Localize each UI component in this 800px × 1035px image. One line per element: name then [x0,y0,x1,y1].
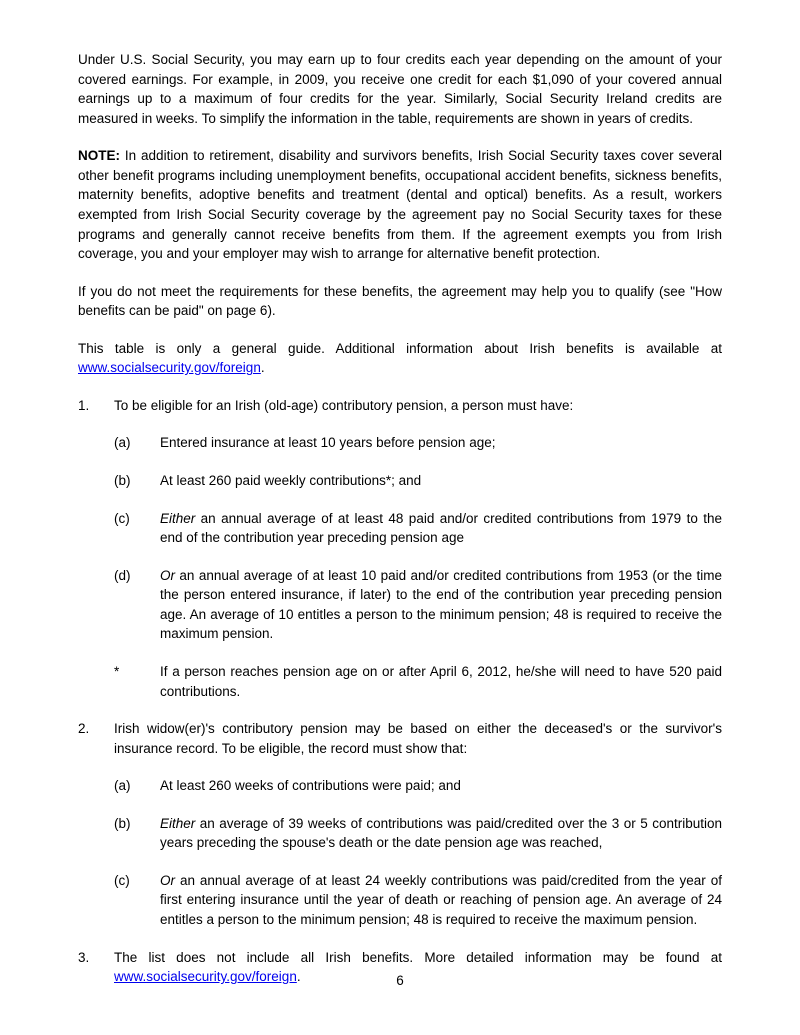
sub-number: (a) [114,433,131,453]
paragraph-requirements: If you do not meet the requirements for … [78,282,722,321]
page-number: 6 [0,971,800,991]
item-text: To be eligible for an Irish (old-age) co… [114,398,573,413]
note-label: NOTE: [78,148,125,163]
text: Under U.S. Social Security, you may earn… [78,52,722,126]
sub-item-1b: (b) At least 260 paid weekly contributio… [114,471,722,491]
text-after-link: . [261,360,265,375]
sub-item-2c: (c) Or an annual average of at least 24 … [114,871,722,930]
requirements-list: 1. To be eligible for an Irish (old-age)… [78,396,722,987]
sub-text: an average of 39 weeks of contributions … [160,816,722,851]
sublist-2: (a) At least 260 weeks of contributions … [114,776,722,929]
item-text: Irish widow(er)'s contributory pension m… [114,721,722,756]
item-number: 2. [78,719,89,739]
sub-number: (c) [114,509,130,529]
sub-text: an annual average of at least 24 weekly … [160,873,722,927]
text-before-link: This table is only a general guide. Addi… [78,341,722,356]
sub-item-2b: (b) Either an average of 39 weeks of con… [114,814,722,853]
sub-text: Entered insurance at least 10 years befo… [160,435,495,450]
list-item-1: 1. To be eligible for an Irish (old-age)… [78,396,722,701]
sub-item-1c: (c) Either an annual average of at least… [114,509,722,548]
paragraph-note: NOTE: In addition to retirement, disabil… [78,146,722,263]
text: If you do not meet the requirements for … [78,284,722,319]
enum-or: Or [160,568,175,583]
sub-item-2a: (a) At least 260 weeks of contributions … [114,776,722,796]
enum-or: Or [160,873,175,888]
sub-text: an annual average of at least 48 paid an… [160,511,722,546]
sub-item-1d: (d) Or an annual average of at least 10 … [114,566,722,644]
note-body: In addition to retirement, disability an… [78,148,722,261]
paragraph-credits: Under U.S. Social Security, you may earn… [78,50,722,128]
sub-item-1a: (a) Entered insurance at least 10 years … [114,433,722,453]
enum-either: Either [160,511,195,526]
sub-text: At least 260 paid weekly contributions*;… [160,473,421,488]
page-number-text: 6 [396,973,404,988]
sub-star: * [114,662,119,682]
enum-either: Either [160,816,195,831]
paragraph-guide: This table is only a general guide. Addi… [78,339,722,378]
sub-text: If a person reaches pension age on or af… [160,664,722,699]
sub-text: an annual average of at least 10 paid an… [160,568,722,642]
sub-item-1e: * If a person reaches pension age on or … [114,662,722,701]
sub-number: (d) [114,566,131,586]
sub-number: (b) [114,471,131,491]
item-number: 3. [78,948,89,968]
item-number: 1. [78,396,89,416]
link-ssa-foreign-1[interactable]: www.socialsecurity.gov/foreign [78,360,261,375]
sub-text: At least 260 weeks of contributions were… [160,778,461,793]
sub-number: (c) [114,871,130,891]
text-before-link: The list does not include all Irish bene… [114,950,722,965]
sub-number: (a) [114,776,131,796]
sub-number: (b) [114,814,131,834]
list-item-2: 2. Irish widow(er)'s contributory pensio… [78,719,722,930]
sublist-1: (a) Entered insurance at least 10 years … [114,433,722,701]
